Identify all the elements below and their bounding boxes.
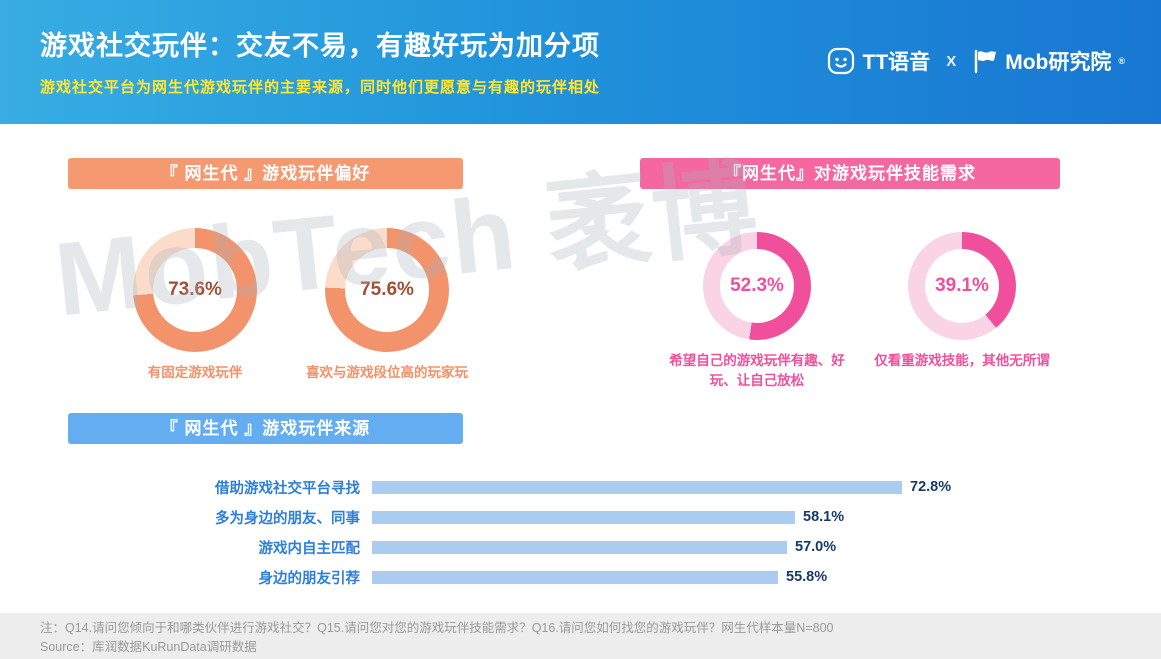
donut-caption: 有固定游戏玩伴 [147,365,243,380]
bar-value-label: 55.8% [786,569,828,585]
bar-category-label: 借助游戏社交平台寻找 [215,480,360,497]
donut-value: 39.1% [935,275,989,296]
bar-friends-colleagues [372,510,795,524]
footnote-source: Source：库润数据KuRunData调研数据 [40,640,257,655]
bar-chart-partner-source: 借助游戏社交平台寻找 72.8% 多为身边的朋友、同事 58.1% 游戏内自主匹… [65,472,1025,592]
footer: 注：Q14.请问您倾向于和哪类伙伴进行游戏社交？Q15.请问您对您的游戏玩伴技能… [0,613,1161,659]
donut-hole: 39.1% [925,249,999,323]
page-subtitle: 游戏社交平台为网生代游戏玩伴的主要来源，同时他们更愿意与有趣的玩伴相处 [40,79,601,96]
mob-institute-label: Mob研究院 [1005,51,1112,74]
tt-voice-logo: TT语音 [826,46,931,76]
section-header-skill-demand: 『网生代』对游戏玩伴技能需求 [640,158,1060,189]
bar-value-label: 58.1% [803,509,845,525]
mob-institute-logo: Mob研究院 ® [972,46,1125,76]
bar-value-label: 57.0% [795,539,837,555]
donut-group-high-rank: 75.6% 喜欢与游戏段位高的玩家玩 [296,228,478,383]
donut-group-fun-partner: 52.3% 希望自己的游戏玩伴有趣、好玩、让自己放松 [657,232,857,390]
mob-trademark: ® [1118,56,1125,66]
donut-chart-high-rank: 75.6% [325,228,449,352]
donut-chart-fixed-partner: 73.6% [133,228,257,352]
donut-caption: 希望自己的游戏玩伴有趣、好玩、让自己放松 [669,353,845,388]
donut-hole: 75.6% [345,248,429,332]
bar-ingame-matching [372,540,787,554]
donut-hole: 52.3% [720,249,794,323]
page-title: 游戏社交玩伴：交友不易，有趣好玩为加分项 [40,31,600,61]
section-header-partner-source: 『 网生代 』游戏玩伴来源 [68,413,463,444]
bar-friend-referral [372,570,778,584]
donut-group-skill-only: 39.1% 仅看重游戏技能，其他无所谓 [868,232,1056,371]
bar-category-label: 身边的朋友引荐 [258,570,361,587]
bar-row: 借助游戏社交平台寻找 72.8% [65,472,1025,502]
donut-value: 73.6% [168,279,222,300]
header-banner: 游戏社交玩伴：交友不易，有趣好玩为加分项 游戏社交平台为网生代游戏玩伴的主要来源… [0,0,1161,124]
brand-logos: TT语音 X Mob研究院 ® [826,46,1125,76]
mob-flag-icon [975,49,997,74]
bar-category-label: 多为身边的朋友、同事 [215,510,360,527]
bar-social-platform [372,480,902,494]
donut-chart-fun-partner: 52.3% [703,232,811,340]
donut-caption: 仅看重游戏技能，其他无所谓 [874,353,1050,368]
bar-value-label: 72.8% [910,479,952,495]
footnote-questions: 注：Q14.请问您倾向于和哪类伙伴进行游戏社交？Q15.请问您对您的游戏玩伴技能… [40,621,834,635]
brand-separator: X [946,52,957,70]
section-header-partner-preference: 『 网生代 』游戏玩伴偏好 [68,158,463,189]
tt-voice-smiley-icon [827,47,854,75]
donut-hole: 73.6% [153,248,237,332]
bar-row: 身边的朋友引荐 55.8% [65,562,1025,592]
bar-row: 游戏内自主匹配 57.0% [65,532,1025,562]
donut-value: 75.6% [360,279,414,300]
donut-caption: 喜欢与游戏段位高的玩家玩 [306,365,468,380]
bar-row: 多为身边的朋友、同事 58.1% [65,502,1025,532]
donut-value: 52.3% [730,275,784,296]
donut-group-fixed-partner: 73.6% 有固定游戏玩伴 [110,228,280,383]
bar-category-label: 游戏内自主匹配 [258,540,361,557]
donut-chart-skill-only: 39.1% [908,232,1016,340]
tt-voice-label: TT语音 [862,51,931,74]
